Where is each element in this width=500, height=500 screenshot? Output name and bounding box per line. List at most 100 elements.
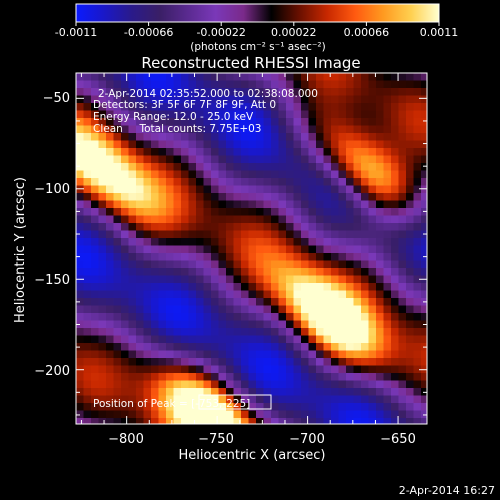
- heatmap-cell: [211, 253, 220, 262]
- heatmap-cell: [301, 215, 310, 224]
- heatmap-cell: [113, 268, 122, 277]
- heatmap-cell: [91, 328, 100, 337]
- heatmap-cell: [106, 170, 115, 179]
- heatmap-cell: [196, 298, 205, 307]
- heatmap-cell: [293, 283, 302, 292]
- heatmap-cell: [91, 410, 100, 419]
- heatmap-cell: [301, 275, 310, 284]
- heatmap-cell: [293, 110, 302, 119]
- heatmap-cell: [173, 118, 182, 127]
- heatmap-cell: [286, 200, 295, 209]
- heatmap-cell: [406, 373, 415, 382]
- heatmap-cell: [353, 350, 362, 359]
- heatmap-cell: [136, 305, 145, 314]
- heatmap-cell: [83, 380, 92, 389]
- heatmap-cell: [271, 88, 280, 97]
- heatmap-cell: [338, 178, 347, 187]
- heatmap-cell: [226, 140, 235, 149]
- heatmap-cell: [293, 410, 302, 419]
- heatmap-cell: [151, 163, 160, 172]
- heatmap-cell: [106, 275, 115, 284]
- heatmap-cell: [331, 88, 340, 97]
- heatmap-cell: [226, 95, 235, 104]
- heatmap-cell: [188, 118, 197, 127]
- heatmap-cell: [98, 73, 107, 82]
- colorbar-tick-label: 0.00022: [271, 26, 317, 39]
- heatmap-cell: [308, 140, 317, 149]
- heatmap-cell: [248, 163, 257, 172]
- heatmap-cell: [361, 403, 370, 412]
- heatmap-cell: [256, 193, 265, 202]
- heatmap-cell: [278, 253, 287, 262]
- heatmap-cell: [196, 238, 205, 247]
- heatmap-cell: [256, 350, 265, 359]
- heatmap-cell: [166, 245, 175, 254]
- heatmap-cell: [353, 215, 362, 224]
- heatmap-cell: [361, 365, 370, 374]
- heatmap-cell: [413, 73, 422, 82]
- heatmap-cell: [113, 290, 122, 299]
- heatmap-cell: [143, 200, 152, 209]
- heatmap-cell: [278, 185, 287, 194]
- heatmap-cell: [76, 178, 85, 187]
- heatmap-cell: [308, 185, 317, 194]
- heatmap-cell: [368, 155, 377, 164]
- heatmap-cell: [391, 403, 400, 412]
- heatmap-cell: [331, 418, 340, 424]
- heatmap-cell: [91, 178, 100, 187]
- heatmap-cell: [353, 163, 362, 172]
- heatmap-cell: [128, 110, 137, 119]
- heatmap-cell: [293, 118, 302, 127]
- heatmap-cell: [241, 343, 250, 352]
- heatmap-cell: [376, 215, 385, 224]
- heatmap-cell: [241, 133, 250, 142]
- heatmap-cell: [136, 320, 145, 329]
- heatmap-cell: [301, 73, 310, 82]
- heatmap-cell: [353, 268, 362, 277]
- heatmap-cell: [188, 373, 197, 382]
- heatmap-cell: [128, 260, 137, 269]
- heatmap-cell: [113, 140, 122, 149]
- heatmap-cell: [106, 88, 115, 97]
- heatmap-cell: [121, 410, 130, 419]
- heatmap-cell: [226, 268, 235, 277]
- heatmap-cell: [376, 223, 385, 232]
- heatmap-cell: [196, 395, 205, 404]
- heatmap-cell: [196, 403, 205, 412]
- heatmap-cell: [398, 343, 407, 352]
- heatmap-cell: [316, 283, 325, 292]
- heatmap-cell: [421, 110, 427, 119]
- heatmap-cell: [361, 373, 370, 382]
- heatmap-cell: [383, 283, 392, 292]
- heatmap-cell: [151, 260, 160, 269]
- heatmap-cell: [391, 320, 400, 329]
- heatmap-cell: [113, 335, 122, 344]
- heatmap-cell: [196, 253, 205, 262]
- heatmap-cell: [113, 230, 122, 239]
- heatmap-cell: [121, 373, 130, 382]
- heatmap-cell: [76, 103, 85, 112]
- heatmap-cell: [83, 373, 92, 382]
- heatmap-cell: [293, 95, 302, 104]
- heatmap-cell: [346, 395, 355, 404]
- heatmap-cell: [361, 133, 370, 142]
- heatmap-cell: [218, 320, 227, 329]
- heatmap-cell: [383, 200, 392, 209]
- heatmap-cell: [98, 410, 107, 419]
- heatmap-cell: [316, 328, 325, 337]
- heatmap-cell: [278, 410, 287, 419]
- heatmap-cell: [218, 275, 227, 284]
- heatmap-cell: [76, 73, 85, 82]
- heatmap-cell: [323, 110, 332, 119]
- heatmap-cell: [278, 268, 287, 277]
- heatmap-cell: [376, 103, 385, 112]
- heatmap-cell: [128, 118, 137, 127]
- heatmap-cell: [271, 110, 280, 119]
- heatmap-cell: [263, 365, 272, 374]
- heatmap-cell: [211, 260, 220, 269]
- heatmap-cell: [188, 395, 197, 404]
- heatmap-cell: [361, 88, 370, 97]
- heatmap-cell: [383, 148, 392, 157]
- heatmap-cell: [383, 238, 392, 247]
- heatmap-cell: [218, 365, 227, 374]
